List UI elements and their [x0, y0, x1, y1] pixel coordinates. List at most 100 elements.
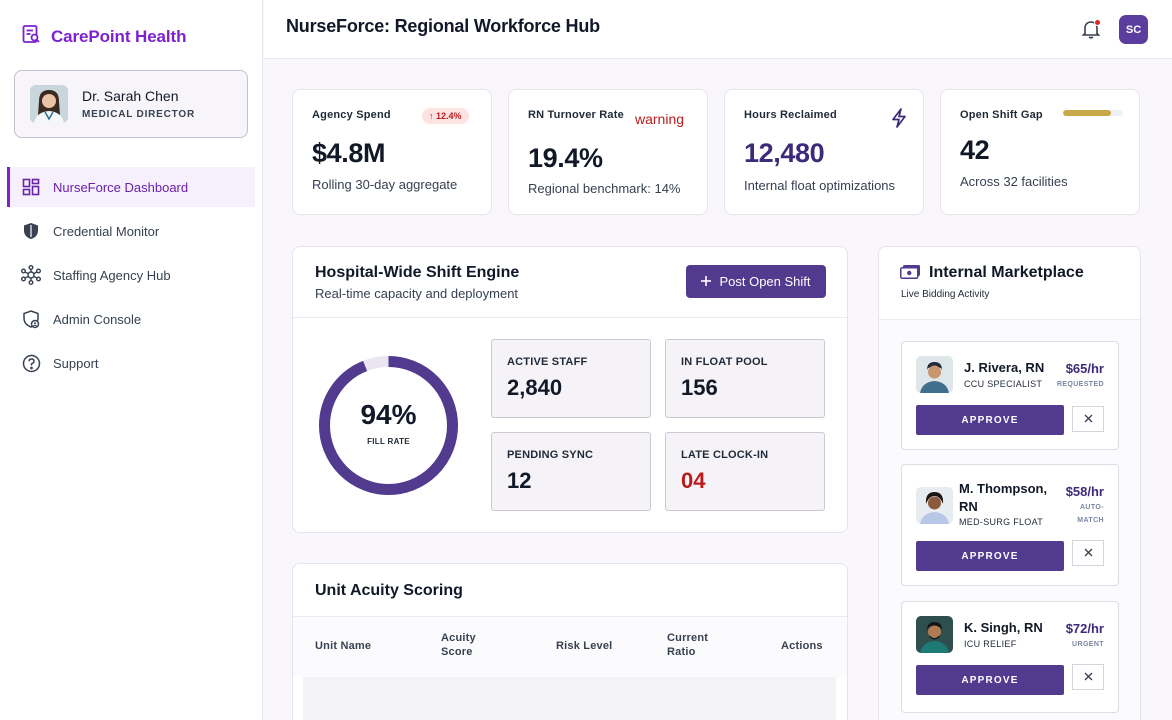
- bid-nurse-role: ICU RELIEF: [964, 639, 1017, 649]
- kpi-card-agency-spend: Agency Spend ↑ 12.4% $4.8M Rolling 30-da…: [292, 89, 492, 215]
- kpi-label: Hours Reclaimed: [744, 109, 837, 121]
- post-open-shift-button[interactable]: Post Open Shift: [686, 265, 826, 298]
- kpi-value: 19.4%: [528, 143, 603, 173]
- kpi-card-rn-turnover: RN Turnover Rate warning 19.4% Regional …: [508, 89, 708, 215]
- bid-nurse-name: K. Singh, RN: [964, 620, 1043, 635]
- dismiss-button[interactable]: [1072, 406, 1104, 432]
- plus-icon: [701, 274, 712, 289]
- dismiss-button[interactable]: [1072, 664, 1104, 690]
- approve-button[interactable]: APPROVE: [916, 665, 1064, 695]
- stat-in-float-pool: IN FLOAT POOL 156: [665, 339, 825, 418]
- kpi-card-open-shift-gap: Open Shift Gap 42 Across 32 facilities: [940, 89, 1140, 215]
- sidebar-item-admin-console[interactable]: Admin Console: [7, 299, 255, 339]
- column-header-acuity-score[interactable]: Acuity Score: [441, 632, 476, 658]
- nurse-avatar: [916, 356, 953, 393]
- nurse-avatar: [916, 616, 953, 653]
- kpi-label: Open Shift Gap: [960, 109, 1043, 121]
- stat-label: ACTIVE STAFF: [507, 356, 588, 368]
- notifications-bell-icon[interactable]: [1080, 18, 1102, 40]
- kpi-label: Agency Spend: [312, 109, 391, 121]
- divider: [293, 317, 847, 318]
- approve-button[interactable]: APPROVE: [916, 405, 1064, 435]
- stat-late-clock-in: LATE CLOCK-IN 04: [665, 432, 825, 511]
- bid-rate: $65/hr: [1065, 361, 1104, 376]
- warning-flag: warning: [635, 111, 685, 127]
- sidebar-item-label: Support: [53, 355, 99, 371]
- network-hub-icon: [21, 265, 41, 285]
- profile-role: MEDICAL DIRECTOR: [82, 109, 195, 120]
- kpi-subtext: Across 32 facilities: [960, 174, 1068, 189]
- doctor-avatar: [30, 85, 68, 123]
- approve-button[interactable]: APPROVE: [916, 541, 1064, 571]
- profile-card[interactable]: Dr. Sarah Chen MEDICAL DIRECTOR: [14, 70, 248, 138]
- stat-label: LATE CLOCK-IN: [681, 449, 769, 461]
- table-body-loading: [303, 677, 836, 720]
- stat-value: 04: [681, 468, 706, 493]
- nurse-avatar: [916, 487, 953, 524]
- bid-card: K. Singh, RN ICU RELIEF $72/hr URGENT AP…: [901, 601, 1119, 713]
- kpi-subtext: Rolling 30-day aggregate: [312, 177, 458, 192]
- bid-nurse-name: M. Thompson, RN: [959, 481, 1048, 514]
- dismiss-button[interactable]: [1072, 540, 1104, 566]
- stat-label: PENDING SYNC: [507, 449, 594, 461]
- trend-badge: ↑ 12.4%: [422, 108, 469, 124]
- internal-marketplace-panel: Internal Marketplace Live Bidding Activi…: [878, 246, 1141, 720]
- bid-nurse-name: J. Rivera, RN: [964, 360, 1045, 375]
- table-header: Unit Name Acuity Score Risk Level Curren…: [293, 617, 847, 677]
- kpi-subtext: Internal float optimizations: [744, 178, 896, 193]
- kpi-card-hours-reclaimed: Hours Reclaimed 12,480 Internal float op…: [724, 89, 924, 215]
- bid-card: M. Thompson, RN MED-SURG FLOAT $58/hr AU…: [901, 464, 1119, 586]
- panel-subtitle: Live Bidding Activity: [901, 289, 990, 300]
- brand-name: CarePoint Health: [51, 26, 187, 46]
- shift-gap-progress-bar: [1063, 110, 1123, 116]
- close-icon: [1084, 546, 1093, 560]
- kpi-value: $4.8M: [312, 138, 386, 168]
- clipboard-logo-icon: [21, 24, 41, 49]
- user-avatar[interactable]: SC: [1119, 15, 1148, 44]
- sidebar-item-label: Credential Monitor: [53, 223, 160, 239]
- column-header-actions: Actions: [781, 640, 823, 652]
- sidebar-item-label: Admin Console: [53, 311, 142, 327]
- shift-gap-progress-fill: [1063, 110, 1111, 116]
- bid-status-tag: AUTO-MATCH: [1077, 504, 1104, 524]
- kpi-subtext: Regional benchmark: 14%: [528, 181, 681, 196]
- brand[interactable]: CarePoint Health: [21, 24, 186, 49]
- sidebar-item-label: NurseForce Dashboard: [53, 179, 189, 195]
- bid-nurse-role: MED-SURG FLOAT: [959, 517, 1044, 527]
- panel-subtitle: Real-time capacity and deployment: [315, 286, 519, 301]
- stat-label: IN FLOAT POOL: [681, 356, 768, 368]
- stat-pending-sync: PENDING SYNC 12: [491, 432, 651, 511]
- panel-title: Internal Marketplace: [929, 264, 1084, 281]
- kpi-label: RN Turnover Rate: [528, 109, 624, 121]
- stat-value: 156: [681, 375, 718, 400]
- sidebar-item-support[interactable]: Support: [7, 343, 255, 383]
- fill-rate-gauge-arc: [319, 356, 458, 495]
- cash-icon: [900, 265, 920, 284]
- close-icon: [1084, 412, 1093, 426]
- divider: [879, 319, 1140, 320]
- admin-shield-icon: [21, 309, 41, 329]
- notification-dot: [1094, 19, 1101, 26]
- sidebar-nav: NurseForce Dashboard Credential Monitor …: [7, 167, 255, 387]
- sidebar-item-staffing-agency-hub[interactable]: Staffing Agency Hub: [7, 255, 255, 295]
- close-icon: [1084, 670, 1093, 684]
- page-title: NurseForce: Regional Workforce Hub: [286, 16, 600, 36]
- column-header-unit-name[interactable]: Unit Name: [315, 640, 372, 652]
- sidebar-item-credential-monitor[interactable]: Credential Monitor: [7, 211, 255, 251]
- shift-engine-panel: Hospital-Wide Shift Engine Real-time cap…: [292, 246, 848, 533]
- stat-active-staff: ACTIVE STAFF 2,840: [491, 339, 651, 418]
- help-circle-icon: [21, 353, 41, 373]
- column-header-current-ratio[interactable]: Current Ratio: [667, 632, 709, 658]
- sidebar-item-nurseforce-dashboard[interactable]: NurseForce Dashboard: [7, 167, 255, 207]
- bid-nurse-role: CCU SPECIALIST: [964, 379, 1043, 389]
- sidebar-item-label: Staffing Agency Hub: [53, 267, 171, 283]
- column-header-risk-level[interactable]: Risk Level: [556, 640, 613, 652]
- unit-acuity-panel: Unit Acuity Scoring Unit Name Acuity Sco…: [292, 563, 848, 720]
- stat-value: 2,840: [507, 375, 563, 400]
- bid-rate: $72/hr: [1065, 621, 1104, 636]
- bid-rate: $58/hr: [1065, 484, 1104, 499]
- bid-status-tag: REQUESTED: [1056, 381, 1104, 388]
- sidebar: CarePoint Health Dr. Sarah Chen MEDICAL …: [0, 0, 263, 720]
- fill-rate-value: 94%: [360, 399, 417, 430]
- post-open-shift-label: Post Open Shift: [719, 274, 811, 289]
